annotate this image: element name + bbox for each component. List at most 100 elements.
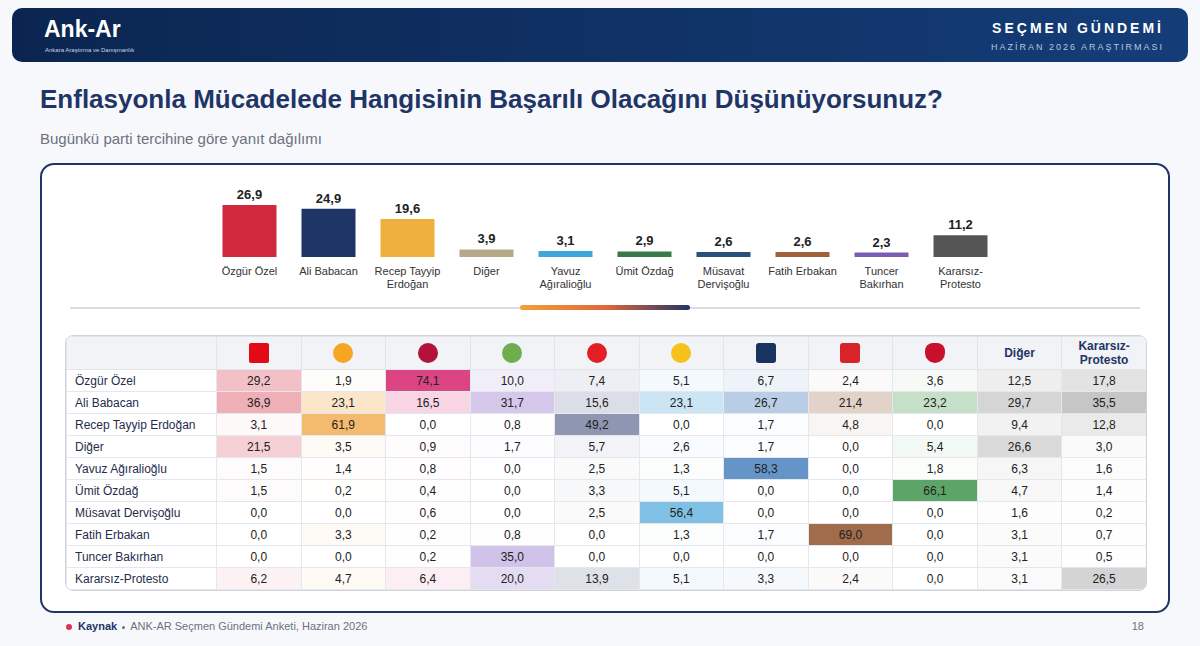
html-text:29,2: 29,2 (247, 373, 271, 388)
html-text:31,7: 31,7 (500, 395, 524, 410)
svg-text:Recep Tayyip: Recep Tayyip (375, 265, 441, 277)
html-text:5,1: 5,1 (673, 373, 690, 388)
svg-text:3,9: 3,9 (477, 231, 495, 246)
html-text:23,2: 23,2 (923, 395, 947, 410)
html-text:Diğer: Diğer (75, 439, 104, 454)
html-text:23,1: 23,1 (331, 395, 355, 410)
html-text:3,6: 3,6 (926, 373, 944, 388)
svg-text:26,9: 26,9 (237, 187, 262, 202)
html-text:2,5: 2,5 (588, 461, 606, 476)
html-text:9,4: 9,4 (1011, 417, 1028, 432)
html-text:36,9: 36,9 (247, 395, 271, 410)
html-text:Yavuz Ağıralioğlu: Yavuz Ağıralioğlu (75, 461, 167, 476)
html-text:Enflasyonla Mücadelede Hangisi: Enflasyonla Mücadelede Hangisinin Başarı… (40, 84, 943, 114)
html-text:1,4: 1,4 (335, 461, 352, 476)
svg-text:Ümit Özdağ: Ümit Özdağ (615, 265, 673, 277)
svg-text:Müsavat: Müsavat (703, 265, 745, 277)
html-text:SEÇMEN GÜNDEMİ: SEÇMEN GÜNDEMİ (992, 20, 1164, 36)
html-text:0,0: 0,0 (504, 483, 521, 498)
html-text:0,4: 0,4 (419, 483, 437, 498)
html-text:Kararsız-Protesto: Kararsız-Protesto (1078, 339, 1130, 367)
html-text:0,0: 0,0 (673, 417, 690, 432)
html-text:1,7: 1,7 (504, 439, 521, 454)
html-text:3,3: 3,3 (588, 483, 606, 498)
html-text:Ali Babacan: Ali Babacan (75, 395, 139, 410)
svg-text:2,9: 2,9 (635, 233, 653, 248)
svg-text:Diğer: Diğer (473, 265, 500, 277)
html-text:Recep Tayyip Erdoğan: Recep Tayyip Erdoğan (75, 417, 196, 432)
svg-text:Protesto: Protesto (940, 278, 981, 290)
svg-text:2,6: 2,6 (793, 234, 811, 249)
html-text:1,5: 1,5 (250, 461, 268, 476)
html-text:5,7: 5,7 (588, 439, 606, 454)
html-text:0,0: 0,0 (419, 417, 437, 432)
html-text:6,3: 6,3 (1011, 461, 1028, 476)
html-text:0,9: 0,9 (419, 439, 437, 454)
html-text:2,4: 2,4 (842, 373, 859, 388)
html-text:49,2: 49,2 (585, 417, 609, 432)
html-text:58,3: 58,3 (754, 461, 778, 476)
svg-text:Fatih Erbakan: Fatih Erbakan (768, 265, 836, 277)
svg-text:2,3: 2,3 (872, 235, 890, 250)
svg-text:Ali Babacan: Ali Babacan (299, 265, 358, 277)
html-text:7,4: 7,4 (588, 373, 606, 388)
html-text:0,8: 0,8 (504, 417, 521, 432)
html-text:35,5: 35,5 (1092, 395, 1116, 410)
html-text:16,5: 16,5 (416, 395, 440, 410)
svg-text:Erdoğan: Erdoğan (387, 278, 429, 290)
html-text:5,1: 5,1 (673, 483, 690, 498)
html-text:26,6: 26,6 (1007, 439, 1032, 454)
svg-text:Ağıralioğlu: Ağıralioğlu (540, 278, 592, 290)
html-text:4,8: 4,8 (842, 417, 859, 432)
html-text:23,1: 23,1 (669, 395, 694, 410)
html-text:0,0: 0,0 (926, 417, 944, 432)
html-text:21,5: 21,5 (247, 439, 271, 454)
svg-text:24,9: 24,9 (316, 191, 341, 206)
svg-text:Yavuz: Yavuz (551, 265, 581, 277)
html-text:Ümit Özdağ: Ümit Özdağ (75, 483, 139, 498)
svg-text:3,1: 3,1 (556, 233, 574, 248)
svg-text:Dervişoğlu: Dervişoğlu (698, 278, 750, 290)
html-text:1,3: 1,3 (673, 461, 690, 476)
html-text:10,0: 10,0 (500, 373, 524, 388)
html-text:3,0: 3,0 (1095, 439, 1113, 454)
html-text:0,0: 0,0 (842, 483, 859, 498)
svg-text:2,6: 2,6 (714, 234, 732, 249)
html-text:1,8: 1,8 (926, 461, 944, 476)
html-text:5,4: 5,4 (926, 439, 944, 454)
svg-text:11,2: 11,2 (948, 217, 973, 232)
html-text:21,4: 21,4 (838, 395, 863, 410)
html-text:0,0: 0,0 (504, 461, 521, 476)
html-text:3,1: 3,1 (250, 417, 268, 432)
html-text:12,5: 12,5 (1007, 373, 1032, 388)
html-text:29,7: 29,7 (1007, 395, 1032, 410)
html-text:26,7: 26,7 (754, 395, 778, 410)
html-text:74,1: 74,1 (416, 373, 440, 388)
html-text:0,0: 0,0 (757, 483, 775, 498)
html-text:6,7: 6,7 (757, 373, 775, 388)
html-text:17,8: 17,8 (1092, 373, 1116, 388)
svg-text:19,6: 19,6 (395, 201, 420, 216)
html-text:1,6: 1,6 (1095, 461, 1113, 476)
html-text:61,9: 61,9 (331, 417, 355, 432)
html-text:2,6: 2,6 (673, 439, 690, 454)
html-text:1,7: 1,7 (757, 417, 775, 432)
html-text:0,0: 0,0 (842, 439, 859, 454)
html-text:0,8: 0,8 (419, 461, 437, 476)
html-text:0,2: 0,2 (335, 483, 352, 498)
html-text:12,8: 12,8 (1092, 417, 1116, 432)
html-text:15,6: 15,6 (585, 395, 609, 410)
html-text:0,0: 0,0 (842, 461, 859, 476)
html-text:1,9: 1,9 (335, 373, 352, 388)
svg-text:Bakırhan: Bakırhan (859, 278, 903, 290)
html-text:1,5: 1,5 (250, 483, 268, 498)
html-text:66,1: 66,1 (923, 483, 947, 498)
html-text:Ank-Ar: Ank-Ar (44, 16, 121, 42)
html-text:Özgür Özel: Özgür Özel (75, 373, 136, 388)
svg-text:Özgür Özel: Özgür Özel (222, 265, 278, 277)
svg-text:Kararsız-: Kararsız- (938, 265, 983, 277)
svg-text:Tuncer: Tuncer (865, 265, 899, 277)
html-text:3,5: 3,5 (335, 439, 352, 454)
html-text:1,7: 1,7 (757, 439, 775, 454)
html-text:Bugünkü parti tercihine göre y: Bugünkü parti tercihine göre yanıt dağıl… (40, 130, 322, 147)
